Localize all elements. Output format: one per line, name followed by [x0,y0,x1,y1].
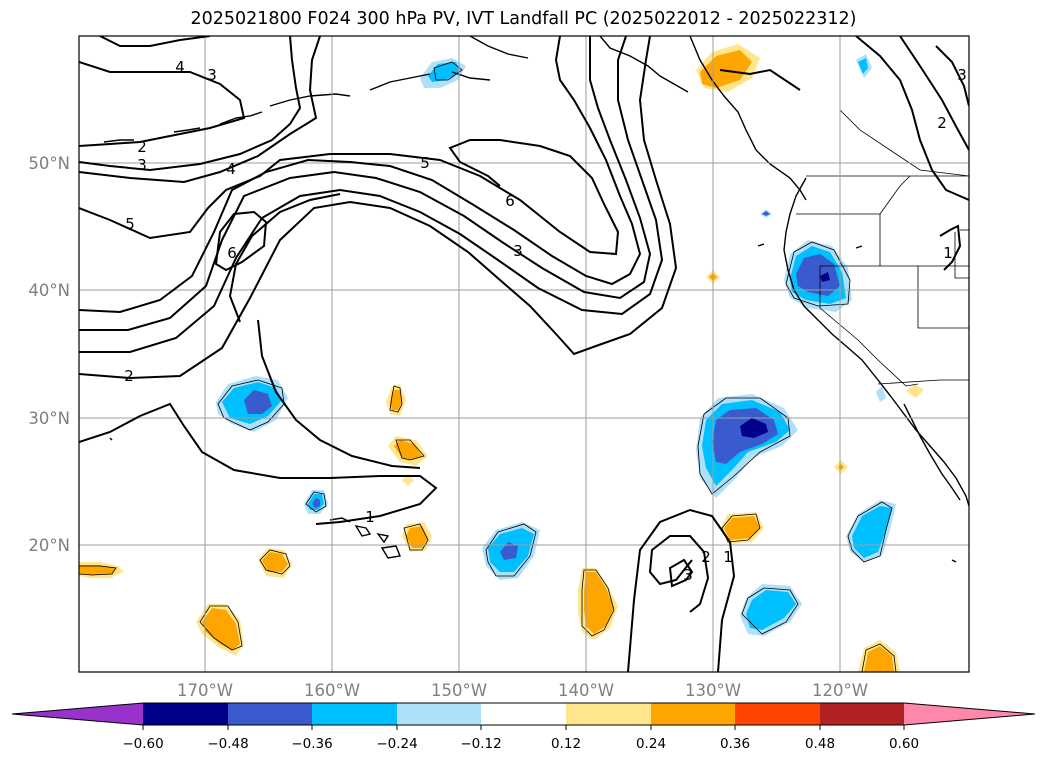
colorbar-tick-label: 0.36 [720,736,750,752]
contour-label: 5 [125,215,135,233]
colorbar-tick-label: −0.24 [376,736,417,752]
map-panel [79,36,969,672]
map-title: 2025021800 F024 300 hPa PV, IVT Landfall… [190,9,857,29]
colorbar-segment [820,703,904,725]
coastlines [103,36,969,563]
lat-label: 50°N [28,154,70,173]
colorbar-tick-label: −0.12 [460,736,501,752]
colorbar-tick-label: −0.60 [122,736,163,752]
colorbar-segment [481,703,566,725]
contour-label: 1 [943,244,953,262]
contour-label: 4 [226,160,236,178]
colorbar-segment [566,703,651,725]
contour-label: 3 [513,242,523,260]
ivt-anomaly-outlines [79,61,897,672]
colorbar-segment [651,703,735,725]
lat-label: 30°N [28,409,70,428]
contour-label: 3 [207,66,217,84]
colorbar-tick-label: −0.48 [207,736,248,752]
colorbar-tick-label: −0.36 [291,736,332,752]
contour-label: 1 [365,508,375,526]
contour-label: 2 [937,114,947,132]
contour-label: 5 [420,154,430,172]
colorbar-tick-label: 0.60 [889,736,919,752]
neg-anomaly-blob [746,590,796,630]
contour-label: 2 [701,548,711,566]
neg-anomaly-blob [796,254,840,296]
contour-label: 2 [124,367,134,385]
colorbar-tick-label: 0.24 [636,736,666,752]
lon-label: 150°W [431,681,487,700]
colorbar-segment [312,703,397,725]
contour-label: 3 [957,66,967,84]
lon-label: 130°W [685,681,741,700]
colorbar-extend-high [904,703,1035,725]
pos-anomaly-blob [584,572,614,634]
contour-labels: 4 3 2 3 4 5 6 5 6 3 2 1 2 3 1 2 3 1 [124,58,967,584]
colorbar-extend-low [12,703,143,725]
contour-label: 6 [227,244,237,262]
contour-label: 3 [683,566,693,584]
lon-label: 170°W [177,681,233,700]
contour-label: 6 [505,192,515,210]
colorbar-segment [228,703,312,725]
longitude-labels: 170°W 160°W 150°W 140°W 130°W 120°W [177,681,868,700]
neg-anomaly-blob [244,390,272,414]
lat-label: 40°N [28,281,70,300]
lat-label: 20°N [28,536,70,555]
colorbar: −0.60 −0.48 −0.36 −0.24 −0.12 0.12 0.24 … [11,702,1036,752]
lon-label: 140°W [558,681,614,700]
colorbar-segment [397,703,481,725]
colorbar-segment [143,703,228,725]
contour-label: 1 [723,548,733,566]
colorbar-segment [735,703,820,725]
lon-label: 120°W [812,681,868,700]
contour-label: 2 [137,138,147,156]
colorbar-tick-label: 0.12 [551,736,581,752]
map-frame [78,35,970,673]
latitude-labels: 50°N 40°N 30°N 20°N [28,154,70,555]
gridlines [79,36,969,672]
contour-label: 3 [137,156,147,174]
colorbar-tick-label: 0.48 [805,736,835,752]
ivt-anomaly-fills [79,44,924,672]
pv-contours [79,36,969,672]
lon-label: 160°W [304,681,360,700]
neg-anomaly-blob [858,58,868,74]
contour-label: 4 [175,58,185,76]
